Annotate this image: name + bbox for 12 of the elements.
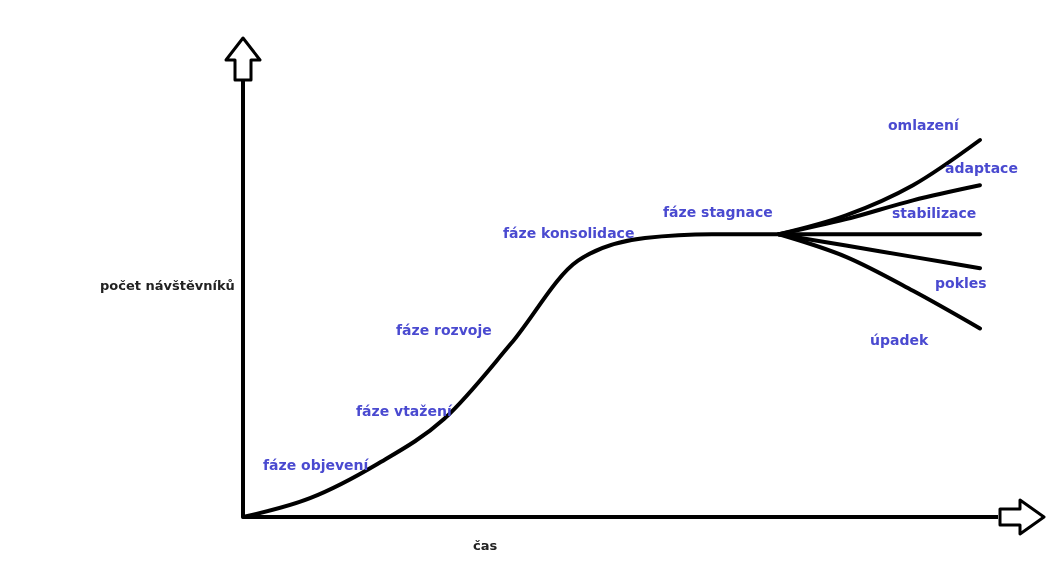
- annotation: fáze stagnace: [663, 204, 773, 220]
- series-label: omlazení: [888, 117, 961, 133]
- x-axis-title: čas: [473, 538, 498, 553]
- series-label: pokles: [935, 275, 987, 291]
- annotation: fáze objevení: [263, 457, 370, 473]
- series-label: adaptace: [945, 160, 1018, 176]
- text: úpadek: [870, 332, 929, 348]
- annotation: fáze rozvoje: [396, 322, 492, 338]
- series-label: stabilizace: [892, 205, 977, 221]
- y-axis-title: počet návštěvníků: [100, 278, 235, 293]
- annotation: fáze konsolidace: [503, 225, 635, 241]
- annotation: fáze vtažení: [356, 403, 453, 419]
